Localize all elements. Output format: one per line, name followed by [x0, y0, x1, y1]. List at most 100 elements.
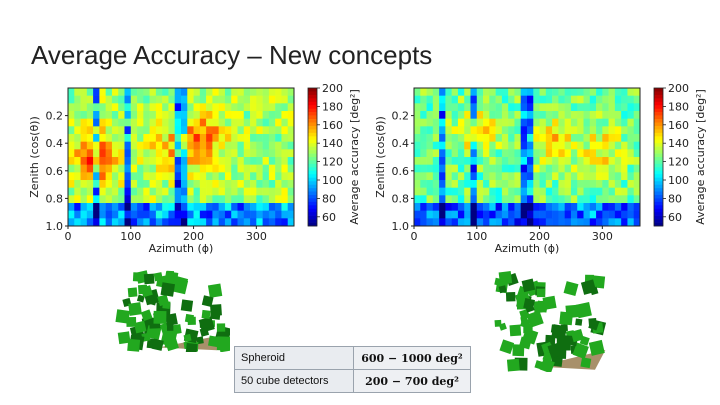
heatmap-cell [281, 218, 289, 227]
heatmap-cell [250, 195, 257, 204]
heatmap-cell [187, 95, 194, 104]
heatmap-cell [218, 180, 226, 188]
heatmap-cell [570, 172, 578, 181]
colorbar-swatch [308, 125, 317, 130]
heatmap-cell [287, 141, 295, 150]
cube-detector [523, 323, 533, 334]
heatmap-cell [520, 195, 528, 204]
heatmap-cell [218, 149, 226, 158]
heatmap-cell [237, 180, 245, 188]
heatmap-cell [633, 164, 641, 173]
heatmap-cell [570, 180, 578, 188]
heatmap-cell [552, 149, 559, 158]
colorbar-swatch [654, 198, 663, 203]
heatmap-cell [520, 164, 528, 173]
heatmap-cell [168, 218, 176, 227]
heatmap-cell [432, 118, 440, 127]
heatmap-cell [199, 218, 207, 227]
cube-detector [218, 338, 233, 353]
heatmap-cell [514, 126, 522, 135]
heatmap-cell [627, 126, 635, 135]
colorbar-swatch [308, 181, 317, 185]
heatmap-cell [93, 103, 100, 112]
heatmap-cell [74, 88, 81, 96]
cube-detector [184, 313, 195, 324]
heatmap-cell [99, 126, 106, 135]
heatmap-cell [476, 118, 484, 127]
colorbar-swatch [308, 129, 317, 134]
heatmap-cell [464, 203, 471, 211]
heatmap-cell [627, 111, 635, 119]
heatmap-cell [539, 203, 547, 211]
heatmap-cell [206, 149, 213, 158]
heatmap-cell [262, 180, 270, 188]
heatmap-cell [80, 172, 88, 181]
heatmap-cell [602, 203, 609, 211]
heatmap-cell [168, 210, 176, 219]
heatmap-cell [514, 210, 522, 219]
heatmap-cell [187, 103, 194, 112]
colorbar-swatch [308, 98, 317, 103]
heatmap-cell [187, 134, 194, 142]
heatmap-cell [218, 203, 226, 211]
heatmap-cell [86, 88, 94, 96]
heatmap-cell [68, 218, 75, 227]
heatmap-cell [262, 149, 270, 158]
heatmap-cell [149, 210, 157, 219]
heatmap-cell [137, 95, 144, 104]
heatmap-cell [187, 187, 194, 196]
heatmap-cell [268, 141, 276, 150]
heatmap-cell [527, 210, 534, 219]
heatmap-cell [193, 126, 201, 135]
cube-detector [162, 300, 171, 310]
heatmap-cell [155, 126, 163, 135]
heatmap-cell [93, 141, 100, 150]
heatmap-cell [596, 203, 603, 211]
cube-detector [521, 278, 536, 293]
heatmap-cell [577, 95, 584, 104]
heatmap-cell [155, 195, 163, 204]
heatmap-cell [589, 172, 597, 181]
heatmap-cell [445, 172, 452, 181]
heatmap-cell [464, 164, 471, 173]
colorbar-swatch [308, 153, 317, 158]
heatmap-cell [621, 103, 628, 112]
heatmap-cell [86, 164, 94, 173]
heatmap-cell [464, 172, 471, 181]
table-row: 50 cube detectors 200 − 700 deg² [234, 369, 471, 393]
heatmap-cell [552, 187, 559, 196]
cube-detector [127, 287, 138, 298]
heatmap-cell [533, 180, 540, 188]
heatmap-cell [602, 180, 609, 188]
heatmap-cell [105, 141, 113, 150]
heatmap-cell [281, 126, 289, 135]
heatmap-cell [564, 111, 572, 119]
heatmap-cell [149, 187, 157, 196]
heatmap-cell [74, 195, 81, 204]
heatmap-cell [570, 88, 578, 96]
heatmap-cell [80, 164, 88, 173]
heatmap-cell [621, 111, 628, 119]
heatmap-cell [137, 111, 144, 119]
heatmap-cell [199, 126, 207, 135]
heatmap-cell [426, 103, 434, 112]
heatmap-cell [162, 180, 169, 188]
heatmap-cell [224, 187, 232, 196]
heatmap-cell [168, 164, 176, 173]
heatmap-cell [583, 118, 591, 127]
colorbar-tick-label: 80 [322, 192, 336, 205]
heatmap-cell [181, 164, 188, 173]
heatmap-cell [495, 126, 503, 135]
heatmap-cell [149, 149, 157, 158]
heatmap-cell [483, 134, 490, 142]
heatmap-cell [633, 180, 641, 188]
heatmap-cell [137, 218, 144, 227]
heatmap-cell [596, 111, 603, 119]
colorbar-swatch [654, 132, 663, 137]
heatmap-cell [633, 187, 641, 196]
heatmap-cell [439, 172, 446, 181]
heatmap-cell [218, 88, 226, 96]
heatmap-cell [124, 210, 132, 219]
heatmap-cell [124, 95, 132, 104]
heatmap-cell [224, 157, 232, 165]
